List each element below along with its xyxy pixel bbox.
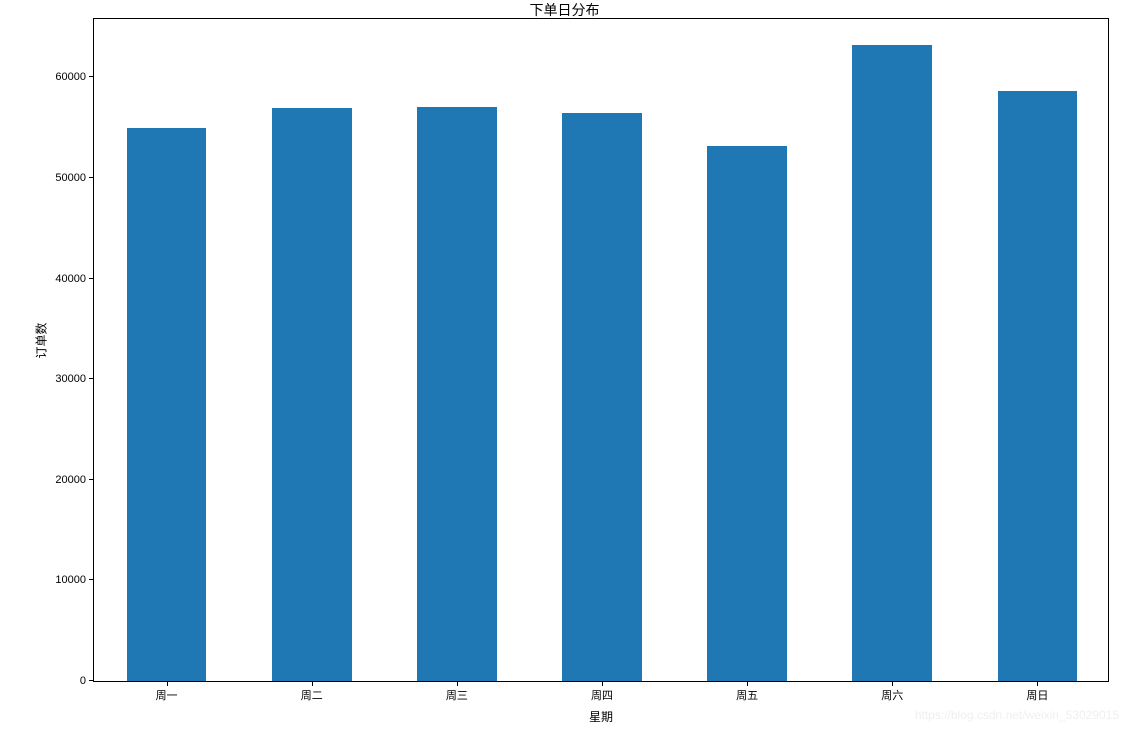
chart-title: 下单日分布 (0, 0, 1129, 20)
x-tick-mark (312, 681, 313, 686)
y-tick-mark (89, 479, 94, 480)
bar (998, 91, 1078, 681)
y-tick-label: 60000 (55, 71, 94, 83)
bar (127, 128, 207, 681)
y-tick-mark (89, 278, 94, 279)
x-tick-mark (457, 681, 458, 686)
y-tick-mark (89, 579, 94, 580)
y-tick-label: 40000 (55, 273, 94, 285)
watermark: https://blog.csdn.net/weixin_53029015 (915, 708, 1119, 722)
y-tick-label: 50000 (55, 172, 94, 184)
y-tick-mark (89, 378, 94, 379)
x-tick-mark (747, 681, 748, 686)
y-axis-label: 订单数 (33, 322, 50, 358)
x-tick-mark (1037, 681, 1038, 686)
y-tick-label: 20000 (55, 474, 94, 486)
x-axis-label: 星期 (589, 708, 613, 725)
bar (272, 108, 352, 681)
y-tick-label: 30000 (55, 373, 94, 385)
y-tick-label: 10000 (55, 574, 94, 586)
bar (417, 107, 497, 681)
x-tick-mark (892, 681, 893, 686)
bar (562, 113, 642, 681)
bar (852, 45, 932, 681)
y-tick-mark (89, 177, 94, 178)
plot-area: 0100002000030000400005000060000周一周二周三周四周… (93, 18, 1109, 682)
chart-container: 下单日分布 0100002000030000400005000060000周一周… (0, 0, 1129, 732)
bar (707, 146, 787, 681)
y-tick-label: 0 (80, 675, 94, 687)
x-tick-mark (167, 681, 168, 686)
y-tick-mark (89, 76, 94, 77)
x-tick-mark (602, 681, 603, 686)
y-tick-mark (89, 680, 94, 681)
